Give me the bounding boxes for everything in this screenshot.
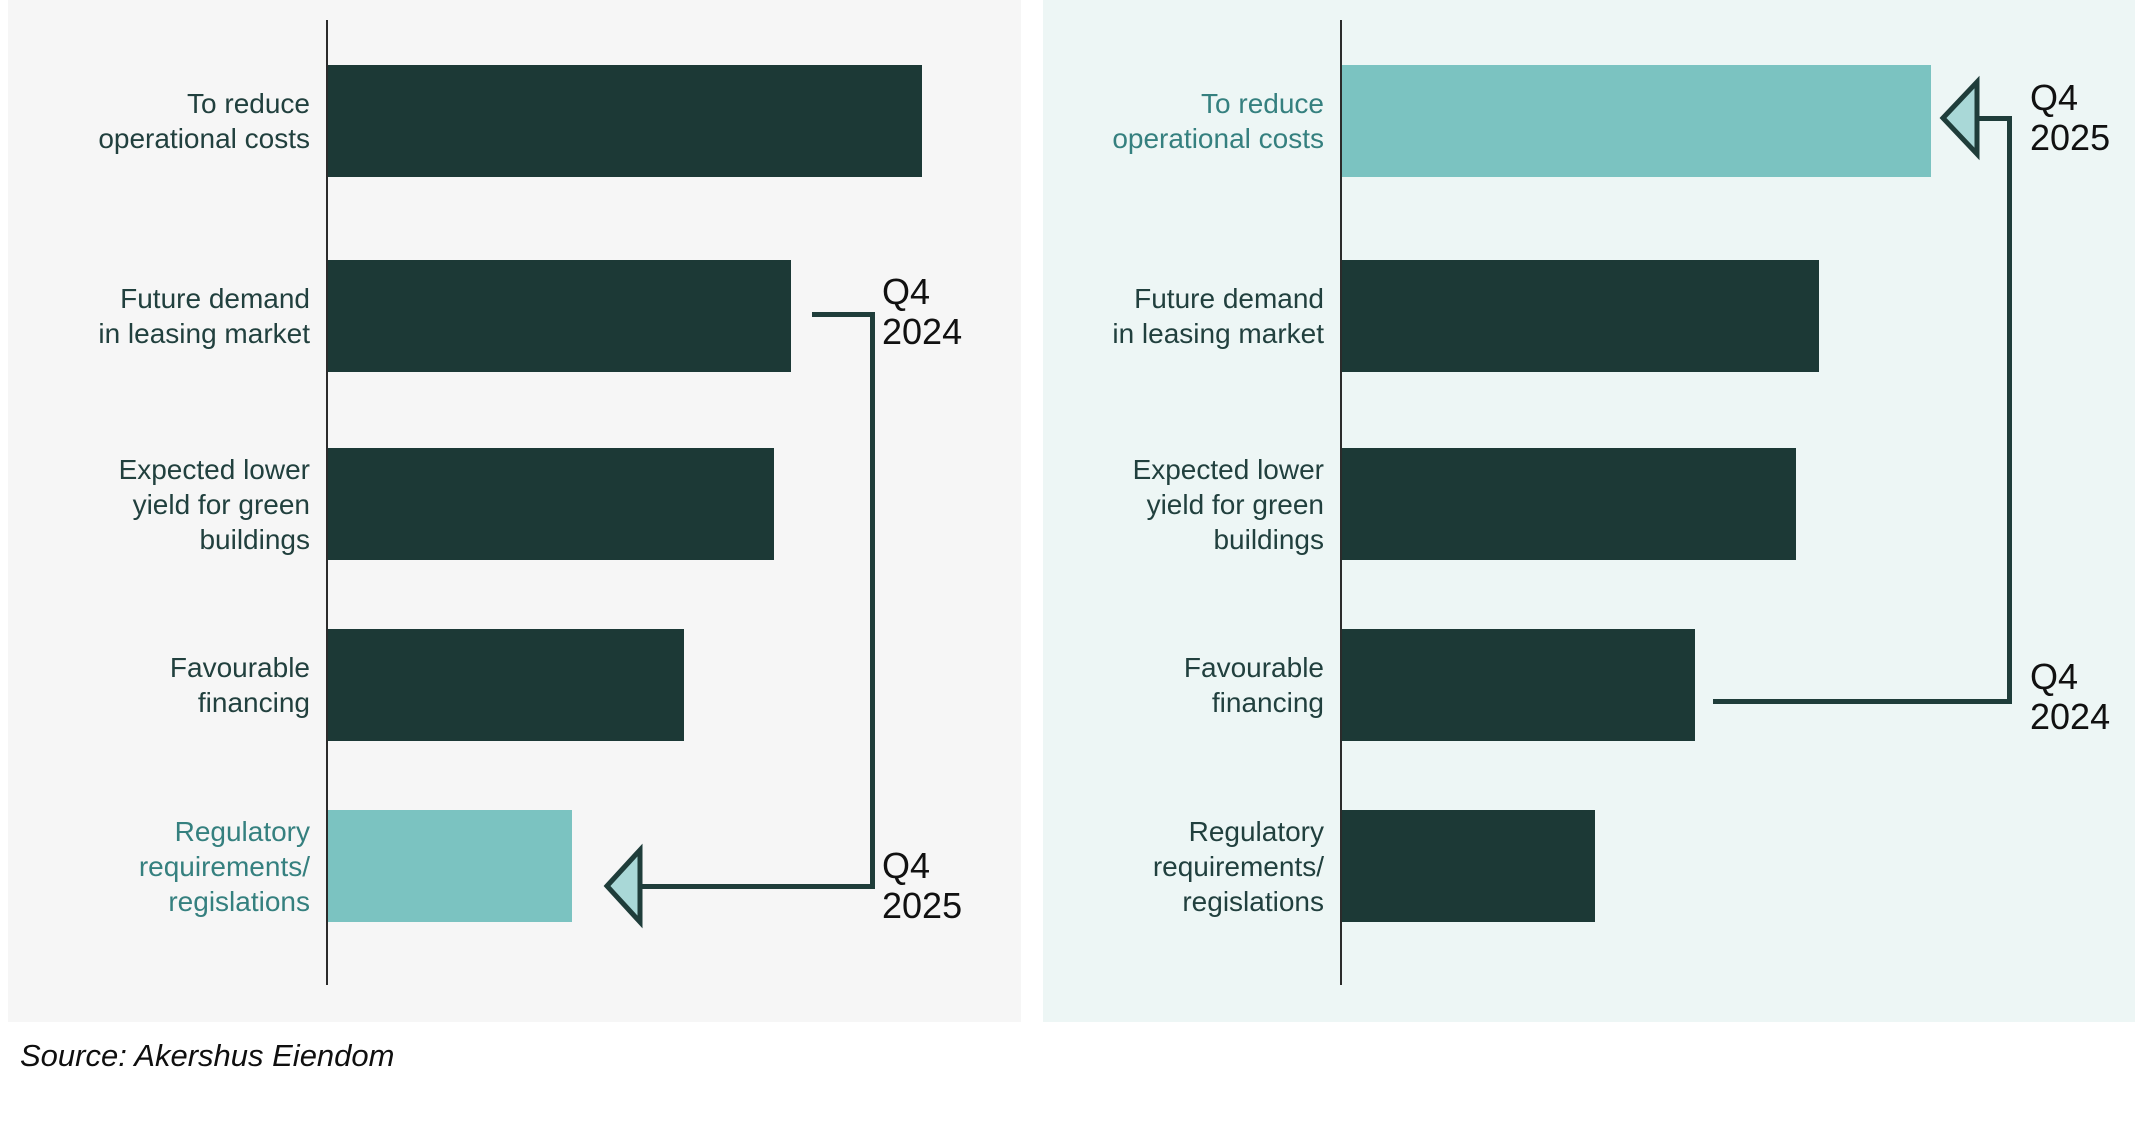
category-axis-line [1340,20,1342,985]
annotation-label-line: Q4 [882,271,931,312]
category-label-line: yield for green [132,489,310,520]
category-label-line: Regulatory [1188,816,1324,847]
chart-panel-right: To reduce operational costs Future demand i… [1043,0,2135,1022]
category-label-line: in leasing market [98,318,310,349]
source-caption: Source: Akershus Eiendom [20,1038,395,1073]
category-label-line: Future demand [120,283,310,314]
annotation-connector-line [640,884,875,889]
category-label-line: financing [1211,687,1324,718]
category-label-0: To reduce operational costs [1034,86,1324,156]
annotation-label-line: Q4 [2030,656,2079,697]
category-label-4: Regulatory requirements/regislations [20,814,310,919]
bar-category-0 [328,65,922,177]
bar-category-3 [328,629,684,741]
category-label-line: in leasing market [1112,318,1324,349]
category-label-2: Expected lower yield for green buildings [20,452,310,557]
left-arrow-icon [1939,75,1980,161]
category-label-line: buildings [199,524,310,555]
category-label-line: requirements/ [1152,851,1324,882]
bar-category-1 [328,260,791,372]
annotation-label-q4-2024: Q4 2024 [882,272,962,352]
category-label-line: operational costs [98,123,310,154]
annotation-label-line: Q4 [882,845,931,886]
annotation-label-line: 2024 [882,311,963,352]
category-label-line: Favourable [169,652,310,683]
bar-category-3 [1342,629,1695,741]
category-label-2: Expected lower yield for green buildings [1034,452,1324,557]
category-label-line: requirements/ [138,851,310,882]
annotation-connector-line [1977,116,2012,121]
category-label-3: Favourable financing [1034,650,1324,720]
category-label-0: To reduce operational costs [20,86,310,156]
category-label-line: financing [197,687,310,718]
annotation-label-line: 2024 [2030,696,2111,737]
category-label-1: Future demand in leasing market [20,281,310,351]
annotation-label-line: 2025 [882,885,963,926]
category-label-line: Expected lower [118,454,310,485]
category-label-line: operational costs [1112,123,1324,154]
annotation-label-line: Q4 [2030,77,2079,118]
annotation-connector-line [870,312,875,889]
chart-panel-left: To reduce operational costs Future demand i… [8,0,1021,1022]
annotation-label-q4-2024: Q4 2024 [2030,657,2110,737]
left-arrow-icon [603,843,643,929]
category-label-3: Favourable financing [20,650,310,720]
category-label-line: regislations [168,886,310,917]
bar-category-1 [1342,260,1819,372]
category-label-line: Expected lower [1132,454,1324,485]
annotation-connector-line [1713,699,2012,704]
annotation-label-line: 2025 [2030,117,2111,158]
category-label-line: buildings [1213,524,1324,555]
category-label-line: Favourable [1183,652,1324,683]
bar-highlighted-category-4 [328,810,572,922]
annotation-connector-line [2007,116,2012,704]
category-label-line: To reduce [1201,88,1324,119]
annotation-label-q4-2025: Q4 2025 [2030,78,2110,158]
category-label-line: Future demand [1134,283,1324,314]
category-axis-line [326,20,328,985]
annotation-label-q4-2025: Q4 2025 [882,846,962,926]
category-label-line: regislations [1182,886,1324,917]
annotation-connector-line [812,312,874,317]
category-label-line: To reduce [187,88,310,119]
bar-category-2 [1342,448,1796,560]
bar-category-4 [1342,810,1595,922]
bar-highlighted-category-0 [1342,65,1931,177]
category-label-line: yield for green [1146,489,1324,520]
category-label-4: Regulatory requirements/regislations [1034,814,1324,919]
category-label-1: Future demand in leasing market [1034,281,1324,351]
category-label-line: Regulatory [174,816,310,847]
bar-category-2 [328,448,774,560]
